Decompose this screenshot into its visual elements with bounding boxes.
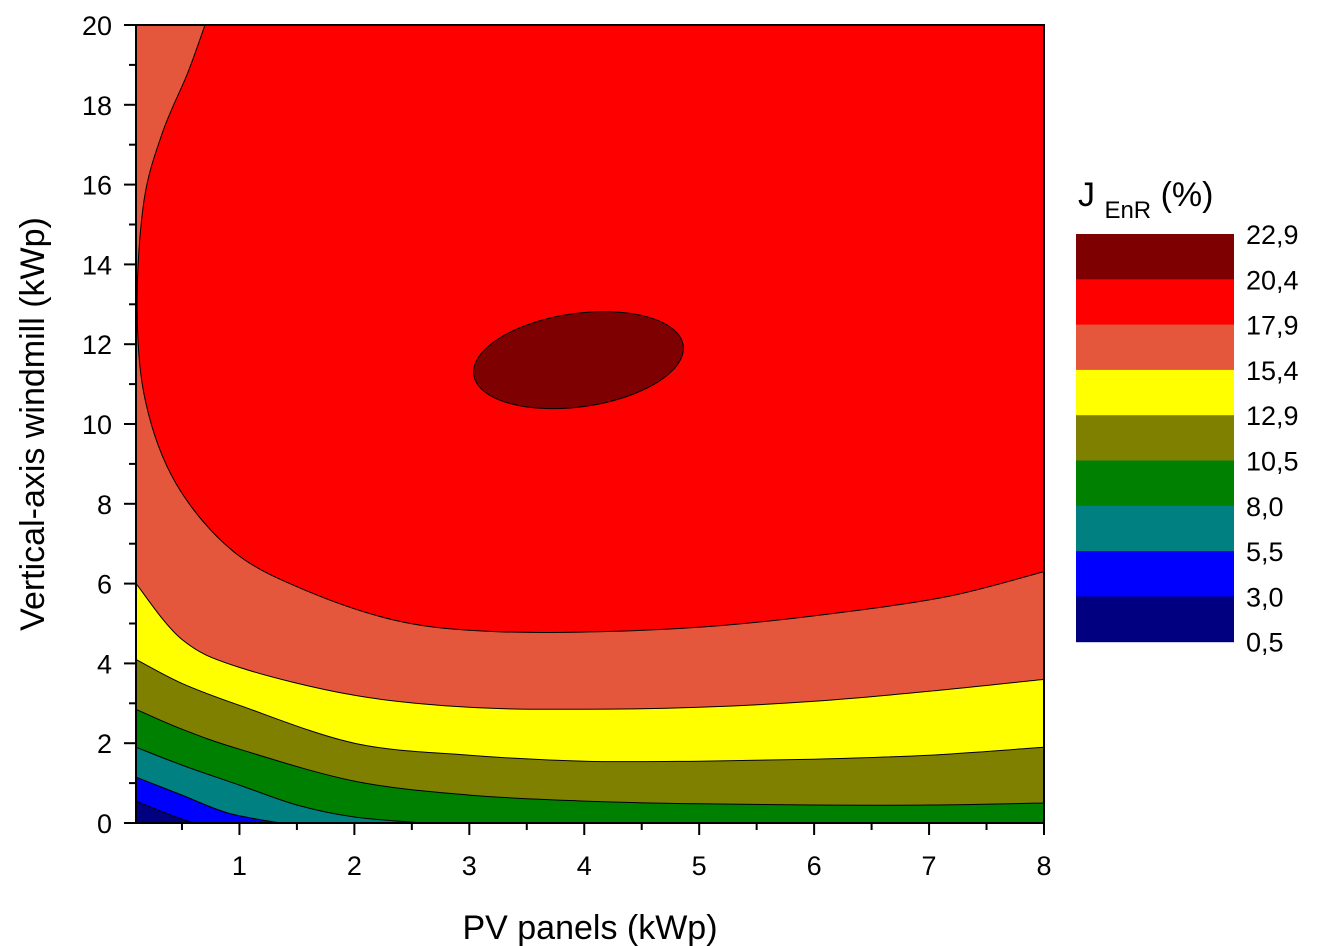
legend-level-label: 17,9 bbox=[1246, 311, 1299, 341]
x-tick-label: 8 bbox=[1036, 851, 1051, 881]
y-tick-label: 8 bbox=[97, 490, 112, 520]
legend-level-label: 5,5 bbox=[1246, 537, 1284, 567]
y-tick-label: 10 bbox=[82, 410, 112, 440]
contour-band-olive bbox=[136, 708, 1044, 823]
y-tick-label: 18 bbox=[82, 91, 112, 121]
legend-swatch bbox=[1076, 460, 1234, 507]
legend-swatch bbox=[1076, 505, 1234, 552]
legend-level-label: 12,9 bbox=[1246, 401, 1299, 431]
y-tick-label: 20 bbox=[82, 11, 112, 41]
y-tick-label: 2 bbox=[97, 729, 112, 759]
legend-title: J EnR (%) bbox=[1078, 176, 1213, 226]
legend-swatch bbox=[1076, 369, 1234, 416]
contour-band-teal bbox=[136, 776, 280, 823]
legend-level-label: 3,0 bbox=[1246, 582, 1284, 612]
legend-swatch bbox=[1076, 415, 1234, 461]
x-axis: 1 2 3 4 5 6 7 8 bbox=[180, 823, 1052, 881]
y-tick-label: 12 bbox=[82, 330, 112, 360]
legend-swatch bbox=[1076, 234, 1234, 280]
legend-level-label: 20,4 bbox=[1246, 265, 1299, 295]
x-tick-label: 4 bbox=[577, 851, 592, 881]
legend-title-sub: EnR bbox=[1104, 197, 1151, 224]
legend-level-label: 8,0 bbox=[1246, 492, 1284, 522]
x-tick-label: 6 bbox=[807, 851, 822, 881]
legend-swatch bbox=[1076, 551, 1234, 597]
y-tick-label: 6 bbox=[97, 570, 112, 600]
contour-band-darkred bbox=[473, 311, 684, 410]
y-axis: 0 2 4 6 8 10 12 14 16 18 20 bbox=[82, 11, 136, 839]
legend-swatch bbox=[1076, 324, 1234, 371]
y-tick-label: 4 bbox=[97, 649, 112, 679]
legend-title-main: J bbox=[1078, 176, 1095, 214]
contour-band-green bbox=[136, 746, 424, 823]
y-tick-label: 16 bbox=[82, 171, 112, 201]
x-tick-label: 1 bbox=[232, 851, 247, 881]
contour-band-yellow bbox=[136, 658, 1044, 823]
y-tick-label: 14 bbox=[82, 250, 112, 280]
legend-level-label: 15,4 bbox=[1246, 356, 1299, 386]
y-tick-label: 0 bbox=[97, 809, 112, 839]
legend-level-label: 0,5 bbox=[1246, 628, 1284, 658]
x-tick-label: 3 bbox=[462, 851, 477, 881]
legend-swatch bbox=[1076, 596, 1234, 643]
legend-level-label: 22,9 bbox=[1246, 220, 1299, 250]
x-tick-label: 2 bbox=[347, 851, 362, 881]
x-tick-label: 7 bbox=[922, 851, 937, 881]
legend-level-label: 10,5 bbox=[1246, 447, 1299, 477]
legend: J EnR (%) 22,9 20,4 17,9 15,4 12,9 10,5 8,0 5,5… bbox=[1076, 176, 1299, 658]
contour-fills bbox=[136, 25, 1044, 823]
x-tick-label: 5 bbox=[692, 851, 707, 881]
y-axis-title: Vertical-axis windmill (kWp) bbox=[14, 217, 52, 631]
legend-title-unit: (%) bbox=[1161, 176, 1214, 214]
x-axis-title: PV panels (kWp) bbox=[462, 909, 717, 946]
legend-swatch bbox=[1076, 279, 1234, 326]
